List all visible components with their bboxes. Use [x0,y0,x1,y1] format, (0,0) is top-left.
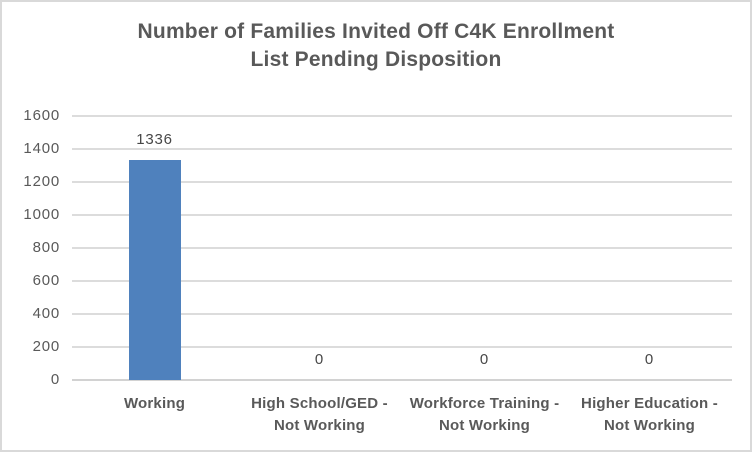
x-axis-line [72,379,732,381]
y-axis-tick-label: 1000 [23,206,60,223]
x-axis-category-label: Working [65,393,245,415]
gridline [72,148,732,150]
gridline [72,346,732,348]
x-axis-category-label-line: Not Working [603,417,696,434]
gridline [72,247,732,249]
bar-value-label: 0 [644,351,655,368]
y-axis-tick-label: 1200 [23,173,60,190]
chart-title: Number of Families Invited Off C4K Enrol… [2,18,750,74]
gridline [72,181,732,183]
x-axis-category-label-line: High School/GED - [251,395,388,412]
y-axis-tick-label: 200 [32,338,60,355]
x-axis-category-label-line: Higher Education - [581,395,718,412]
x-axis-category-label-line: Not Working [438,417,531,434]
x-axis-category-label: Higher Education - Not Working [560,393,740,437]
chart-title-line-1: Number of Families Invited Off C4K Enrol… [137,20,615,43]
bar-value-label: 1336 [136,130,173,148]
y-axis-tick-label: 1400 [23,140,60,157]
y-axis-tick-label: 1600 [23,107,60,124]
x-axis-category-label: High School/GED - Not Working [230,393,410,437]
bar-value-label: 0 [314,351,325,368]
chart-title-line-2: List Pending Disposition [250,48,502,71]
bar-value-label: 0 [479,351,490,368]
gridline [72,313,732,315]
y-axis-tick-label: 800 [32,239,60,256]
gridline [72,280,732,282]
y-axis-tick-label: 400 [32,305,60,322]
x-axis-category-label-line: Working [123,395,186,412]
x-axis-category-label-line: Workforce Training - [409,395,560,412]
chart-bar [128,159,181,380]
y-axis-tick-label: 600 [32,272,60,289]
y-axis-tick-label: 0 [50,371,60,388]
x-axis-category-label-line: Not Working [273,417,366,434]
gridline [72,214,732,216]
x-axis-category-label: Workforce Training - Not Working [395,393,575,437]
gridline [72,115,732,117]
